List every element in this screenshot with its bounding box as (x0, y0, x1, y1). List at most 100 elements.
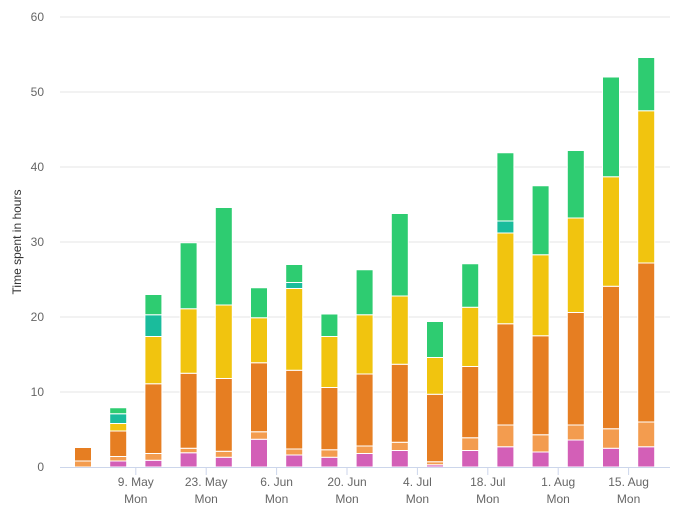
bar-segment[interactable] (214, 456, 233, 468)
bar-segment[interactable] (179, 372, 198, 449)
bar-segment[interactable] (496, 424, 515, 448)
bar-segment[interactable] (637, 110, 656, 264)
bar-segment[interactable] (602, 428, 620, 449)
bar-segment[interactable] (566, 150, 585, 219)
bar-stack[interactable] (214, 207, 233, 468)
bar-segment[interactable] (637, 262, 656, 423)
bar-segment[interactable] (531, 254, 550, 337)
bar-segment[interactable] (250, 438, 268, 468)
bar-segment[interactable] (355, 373, 374, 447)
bar-segment[interactable] (250, 287, 268, 319)
bar-segment[interactable] (531, 451, 550, 468)
bar-stack[interactable] (355, 269, 374, 468)
bar-segment[interactable] (214, 207, 233, 306)
bar-segment[interactable] (144, 383, 163, 454)
bar-segment[interactable] (426, 357, 444, 395)
bar-segment[interactable] (320, 336, 339, 388)
bar-segment[interactable] (602, 76, 620, 178)
bar-stack[interactable] (179, 242, 198, 468)
bar-segment[interactable] (390, 295, 409, 365)
bar-segment[interactable] (144, 294, 163, 316)
bar-stack[interactable] (285, 264, 304, 468)
bar-segment[interactable] (285, 369, 304, 450)
bar-segment[interactable] (179, 452, 198, 468)
bar-segment[interactable] (214, 378, 233, 452)
bar-segment[interactable] (74, 447, 92, 462)
bar-segment[interactable] (602, 176, 620, 287)
bar-segment[interactable] (144, 453, 163, 461)
bar-stack[interactable] (109, 407, 128, 468)
bar-segment[interactable] (426, 321, 444, 358)
bar-segment[interactable] (250, 317, 268, 364)
bar-segment[interactable] (285, 264, 304, 283)
bar-stack[interactable] (637, 57, 656, 468)
bar-segment[interactable] (496, 323, 515, 426)
bar-segment[interactable] (214, 450, 233, 458)
bar-segment[interactable] (461, 450, 480, 468)
bar-segment[interactable] (496, 152, 515, 222)
bar-segment[interactable] (285, 454, 304, 468)
bar-segment[interactable] (109, 456, 128, 462)
bar-segment[interactable] (531, 185, 550, 256)
bar-segment[interactable] (179, 447, 198, 454)
bar-segment[interactable] (566, 439, 585, 468)
bar-stack[interactable] (566, 150, 585, 468)
bar-stack[interactable] (144, 294, 163, 468)
bar-segment[interactable] (461, 437, 480, 451)
bar-segment[interactable] (390, 363, 409, 443)
bar-segment[interactable] (566, 217, 585, 313)
bar-stack[interactable] (390, 213, 409, 468)
bar-segment[interactable] (355, 445, 374, 454)
bar-segment[interactable] (496, 220, 515, 234)
bar-segment[interactable] (496, 446, 515, 468)
bar-segment[interactable] (320, 456, 339, 468)
bar-segment[interactable] (109, 430, 128, 457)
bar-segment[interactable] (461, 366, 480, 439)
bar-stack[interactable] (320, 313, 339, 468)
bar-stack[interactable] (74, 447, 92, 468)
bar-segment[interactable] (214, 304, 233, 379)
bar-segment[interactable] (637, 421, 656, 448)
bar-segment[interactable] (355, 453, 374, 468)
bar-segment[interactable] (109, 423, 128, 432)
bar-segment[interactable] (144, 314, 163, 337)
bar-segment[interactable] (390, 441, 409, 451)
bar-segment[interactable] (496, 232, 515, 325)
bar-segment[interactable] (285, 282, 304, 289)
bar-segment[interactable] (144, 459, 163, 468)
bar-stack[interactable] (426, 321, 444, 468)
bar-segment[interactable] (531, 434, 550, 453)
bar-segment[interactable] (320, 449, 339, 458)
bar-segment[interactable] (355, 314, 374, 375)
bar-segment[interactable] (426, 393, 444, 463)
bar-segment[interactable] (390, 450, 409, 468)
bar-stack[interactable] (461, 263, 480, 468)
bar-segment[interactable] (285, 448, 304, 456)
bar-segment[interactable] (250, 362, 268, 433)
bar-segment[interactable] (602, 447, 620, 468)
bar-segment[interactable] (144, 336, 163, 385)
bar-segment[interactable] (285, 288, 304, 371)
bar-stack[interactable] (531, 185, 550, 468)
bar-segment[interactable] (179, 242, 198, 310)
bar-segment[interactable] (74, 460, 92, 468)
bar-segment[interactable] (566, 424, 585, 441)
bar-stack[interactable] (250, 287, 268, 468)
bar-segment[interactable] (179, 308, 198, 374)
bar-segment[interactable] (461, 263, 480, 308)
bar-segment[interactable] (355, 269, 374, 316)
bar-segment[interactable] (461, 306, 480, 367)
bar-segment[interactable] (531, 335, 550, 436)
bar-segment[interactable] (250, 431, 268, 440)
bar-stack[interactable] (496, 152, 515, 468)
bar-segment[interactable] (109, 460, 128, 468)
bar-segment[interactable] (320, 313, 339, 337)
bar-segment[interactable] (566, 312, 585, 426)
bar-segment[interactable] (109, 413, 128, 424)
bar-segment[interactable] (320, 387, 339, 451)
bar-stack[interactable] (602, 76, 620, 468)
bar-segment[interactable] (602, 285, 620, 430)
bar-segment[interactable] (390, 213, 409, 297)
bar-segment[interactable] (637, 446, 656, 468)
bar-segment[interactable] (637, 57, 656, 112)
